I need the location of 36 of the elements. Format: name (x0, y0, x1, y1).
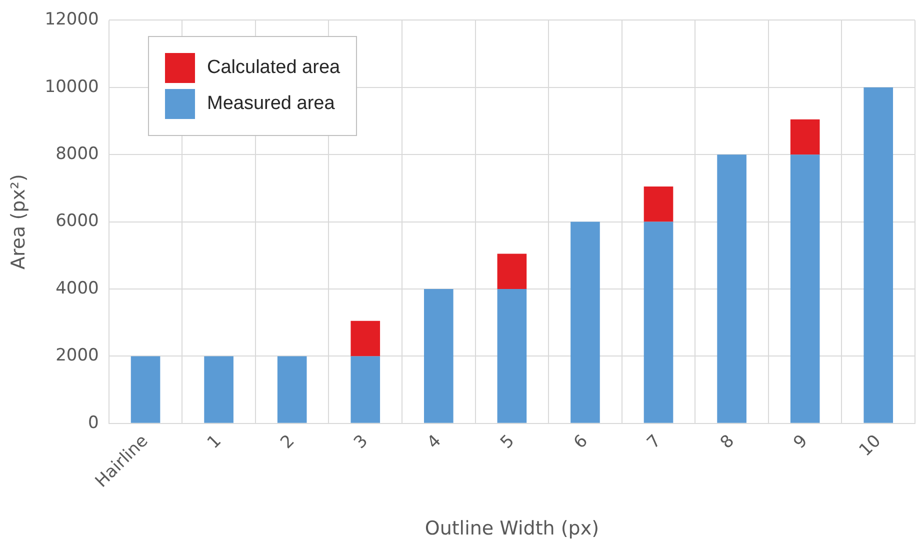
x-tick-label: 5 (496, 431, 519, 453)
bar (424, 288, 454, 423)
legend-label: Measured area (207, 93, 335, 115)
bar (644, 222, 674, 423)
bar (790, 154, 820, 423)
x-tick-label: 6 (570, 431, 592, 453)
bar (130, 356, 160, 423)
y-tick-label: 6000 (56, 211, 99, 232)
bar (350, 320, 380, 356)
bar (497, 288, 527, 423)
bar (497, 254, 527, 289)
y-tick-label: 10000 (44, 76, 99, 97)
x-tick-label: 7 (643, 431, 666, 453)
x-tick-label: 1 (204, 431, 226, 453)
x-tick-label: 3 (350, 431, 372, 453)
y-tick-label: 8000 (56, 144, 99, 164)
x-tick-label: 4 (424, 431, 446, 453)
y-axis-title: Area (px²) (7, 174, 30, 270)
bar (790, 119, 820, 155)
x-axis-title: Outline Width (px) (424, 518, 600, 540)
bar (717, 154, 746, 423)
bar (277, 356, 307, 423)
bar (864, 87, 894, 423)
bar (570, 222, 600, 423)
bar (204, 356, 234, 423)
x-tick-label: 2 (276, 431, 299, 453)
y-tick-label: 2000 (56, 346, 99, 366)
y-tick-label: 4000 (56, 278, 99, 298)
legend-label: Calculated area (207, 57, 340, 79)
x-tick-label: 10 (856, 431, 886, 461)
x-tick-label: 9 (790, 431, 812, 453)
bar (350, 356, 380, 423)
y-tick-label: 12000 (44, 10, 99, 30)
bar (644, 186, 674, 222)
x-tick-label: 8 (716, 431, 738, 453)
y-tick-label: 0 (88, 412, 99, 433)
